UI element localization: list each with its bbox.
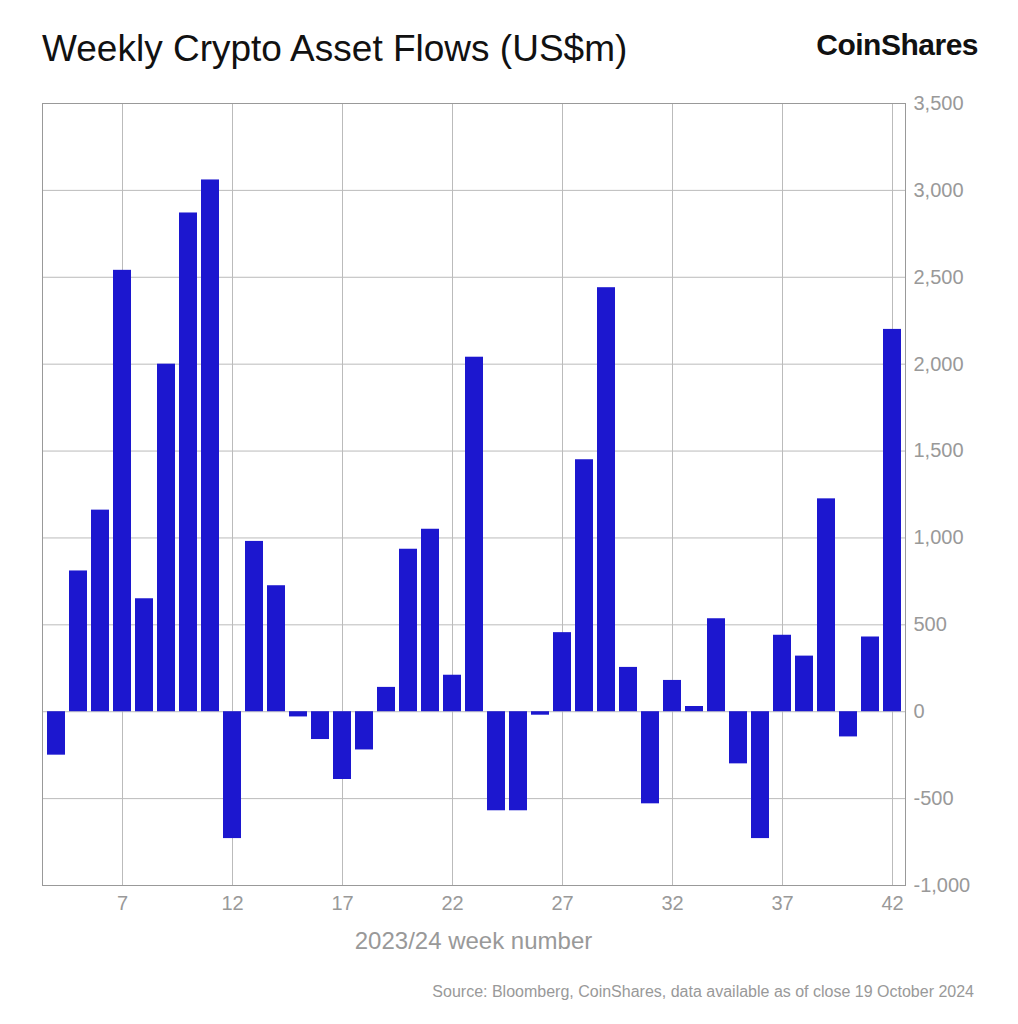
html-text:Source: Bloomberg, CoinShares,: Source: Bloomberg, CoinShares, data avai… <box>432 983 974 1000</box>
svg-text:500: 500 <box>914 613 947 635</box>
html-text:2023/24 week number: 2023/24 week number <box>354 927 593 954</box>
svg-text:42: 42 <box>881 892 903 914</box>
svg-text:1,500: 1,500 <box>914 439 964 461</box>
svg-text:22: 22 <box>441 892 463 914</box>
svg-text:7: 7 <box>117 892 128 914</box>
html-text:Weekly Crypto Asset Flows (US$: Weekly Crypto Asset Flows (US$m) <box>42 28 628 69</box>
svg-text:2,500: 2,500 <box>914 266 964 288</box>
svg-text:0: 0 <box>914 700 925 722</box>
svg-text:1,000: 1,000 <box>914 526 964 548</box>
svg-text:3,000: 3,000 <box>914 179 964 201</box>
svg-text:27: 27 <box>551 892 573 914</box>
svg-text:-1,000: -1,000 <box>914 874 971 896</box>
svg-text:3,500: 3,500 <box>914 95 964 114</box>
html-text:CoinShares: CoinShares <box>816 28 978 61</box>
svg-text:2,000: 2,000 <box>914 353 964 375</box>
svg-text:12: 12 <box>221 892 243 914</box>
svg-text:32: 32 <box>661 892 683 914</box>
svg-text:37: 37 <box>771 892 793 914</box>
svg-text:-500: -500 <box>914 787 954 809</box>
svg-text:17: 17 <box>331 892 353 914</box>
